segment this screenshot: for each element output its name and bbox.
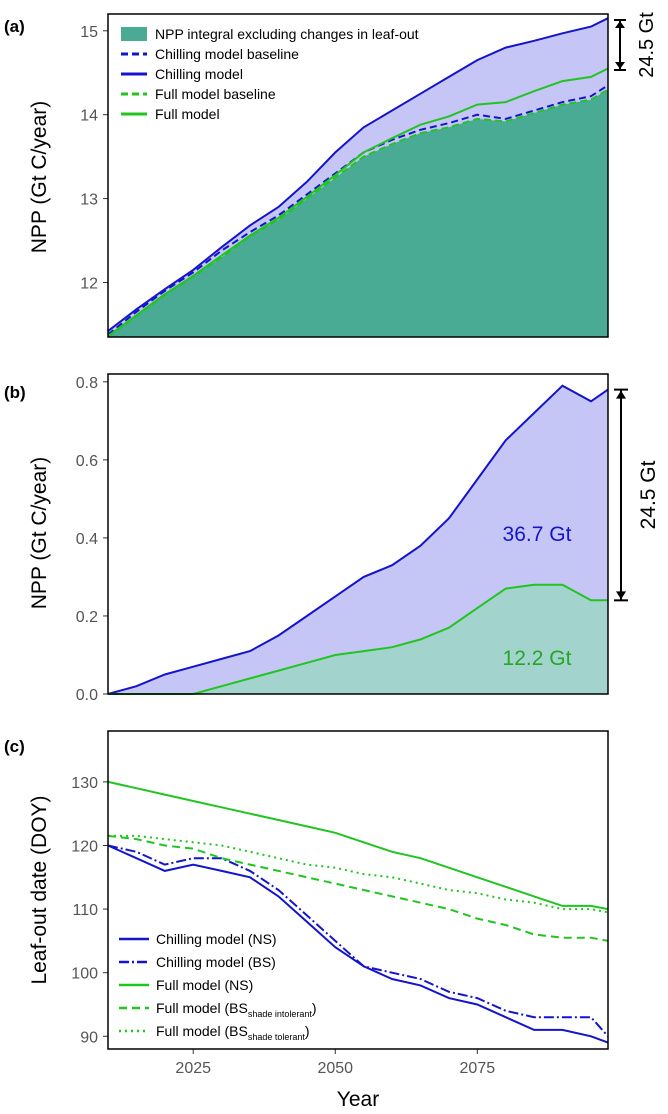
full-integral-area	[108, 584, 608, 694]
panel-b-bracket: 24.5 Gt	[614, 388, 660, 602]
panel-c: (c) Leaf-out date (DOY) 90 100 110 120 130 20…	[4, 730, 609, 1111]
panel-c-legend: Chilling model (NS) Chilling model (BS) Fu…	[119, 931, 317, 1042]
series-line-full-model-ns-	[107, 780, 609, 911]
y-tick-label: 130	[71, 775, 98, 792]
bracket-arrow	[615, 62, 625, 69]
series-line-full-model	[107, 67, 609, 338]
y-tick-label: 15	[80, 24, 98, 41]
panel-c-frame	[107, 730, 609, 1050]
y-tick-label: 13	[80, 192, 98, 209]
bracket-label: 24.5 Gt	[637, 460, 660, 529]
x-tick-label: 2025	[175, 1060, 211, 1077]
legend-label: Full model	[155, 106, 220, 122]
x-tick-label: 2050	[317, 1060, 353, 1077]
panel-c-label: (c)	[4, 737, 25, 756]
bracket-arrow	[616, 591, 626, 600]
y-tick-label: 0.0	[76, 687, 98, 704]
x-tick-label: 2075	[460, 1060, 496, 1077]
panel-a-label: (a)	[4, 17, 25, 36]
legend-label: Full model (NS)	[156, 977, 253, 993]
panel-c-ylabel: Leaf-out date (DOY)	[28, 795, 51, 984]
panel-a-bracket: 24.5 Gt	[614, 12, 658, 78]
panel-a-legend: NPP integral excluding changes in leaf-o…	[121, 26, 419, 122]
panel-b-frame	[107, 373, 609, 695]
y-tick-label: 12	[80, 275, 98, 292]
y-tick-label: 110	[72, 902, 98, 919]
npp-integral-area	[108, 89, 608, 337]
panel-a-ylabel: NPP (Gt C/year)	[28, 101, 51, 253]
legend-label: Chilling model (NS)	[156, 931, 277, 947]
panel-b-label: (b)	[4, 383, 26, 402]
y-tick-label: 14	[80, 108, 98, 125]
series-line-full-model-bs-shade-tolerant-	[108, 834, 609, 914]
legend-swatch	[121, 27, 147, 41]
chilling-gain-area	[108, 18, 608, 337]
legend-label: Full model baseline	[155, 86, 276, 102]
annotation-chilling-integral: 36.7 Gt	[503, 523, 572, 546]
bracket-label: 24.5 Gt	[636, 12, 658, 78]
y-tick-label: 100	[71, 966, 98, 983]
legend-label: Chilling model	[155, 66, 243, 82]
legend-label: Chilling model baseline	[155, 46, 299, 62]
y-tick-label: 0.2	[76, 609, 98, 626]
series-line-chilling-model-bs-	[107, 844, 609, 1037]
series-line-full-model-bs-shade-intolerant-	[107, 834, 609, 942]
series-line-chilling-model	[107, 384, 609, 695]
legend-label: Full model (BSshade intolerant)	[156, 1000, 317, 1019]
panel-b: (b) NPP (Gt C/year) 0.0 0.2 0.4 0.6 0.8 36.7…	[4, 373, 660, 704]
y-tick-label: 90	[80, 1029, 98, 1046]
legend-label: Chilling model (BS)	[156, 954, 276, 970]
y-tick-label: 0.8	[76, 375, 98, 392]
bracket-arrow	[615, 21, 625, 28]
y-tick-label: 0.4	[76, 531, 98, 548]
x-axis-label: Year	[337, 1088, 379, 1111]
legend-label: Full model (BSshade tolerant)	[156, 1023, 310, 1042]
annotation-full-integral: 12.2 Gt	[503, 647, 572, 670]
bracket-arrow	[616, 390, 626, 399]
panel-a: (a) NPP (Gt C/year) 12 13 14 15 NPP integra…	[4, 12, 658, 338]
panel-a-frame	[107, 13, 609, 338]
panel-b-ylabel: NPP (Gt C/year)	[28, 457, 51, 609]
y-tick-label: 0.6	[76, 453, 98, 470]
legend-label: NPP integral excluding changes in leaf-o…	[155, 26, 419, 42]
series-line-chilling-model	[107, 17, 609, 332]
y-tick-label: 120	[71, 838, 98, 855]
